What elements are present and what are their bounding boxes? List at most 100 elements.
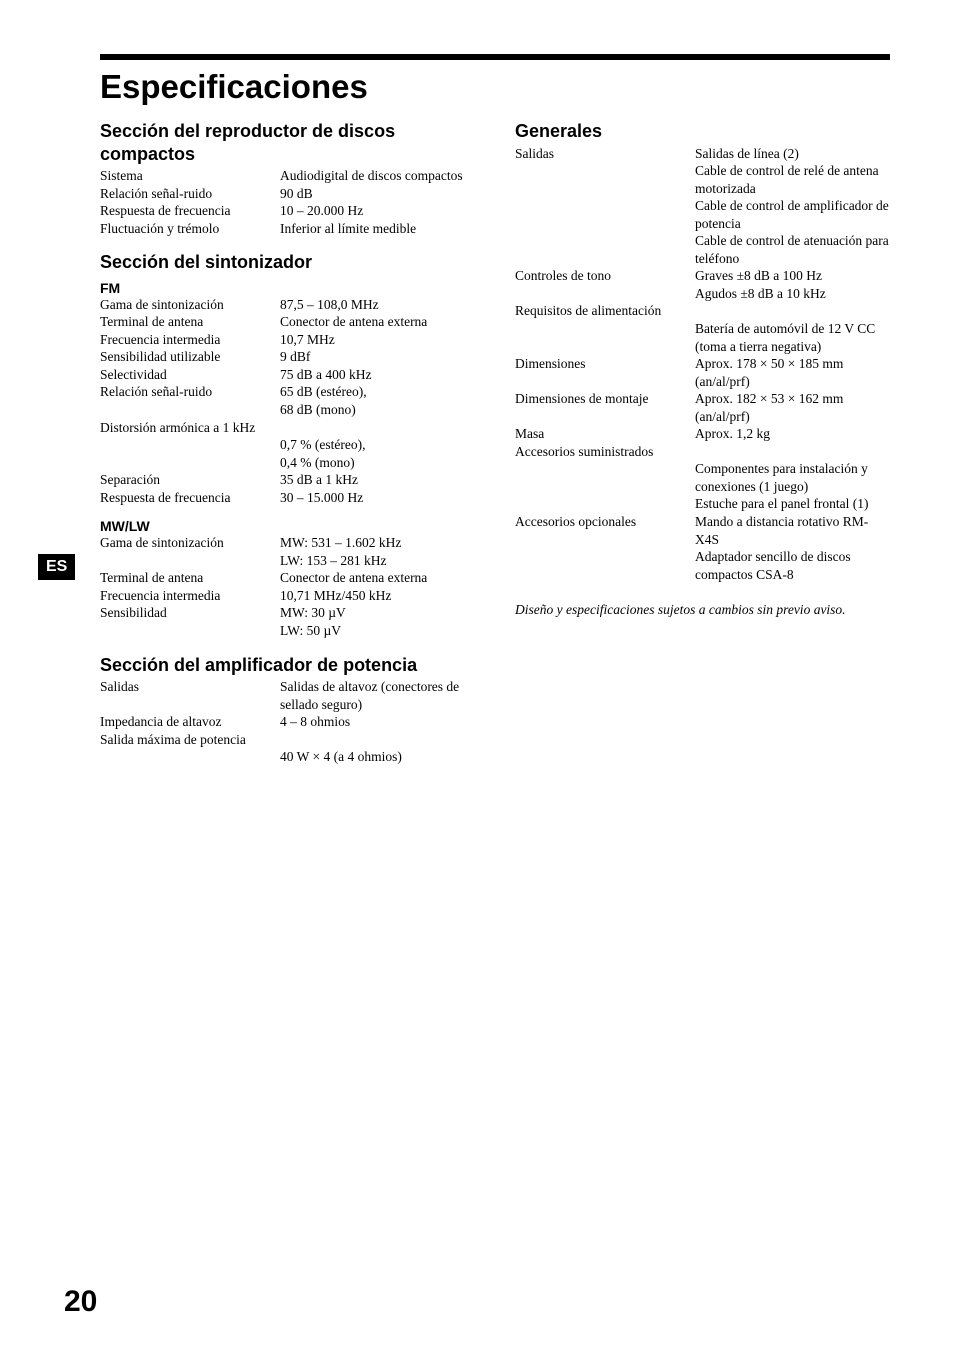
spec-label: Frecuencia intermedia: [100, 331, 280, 349]
spec-label: Terminal de antena: [100, 569, 280, 587]
spec-row: 40 W × 4 (a 4 ohmios): [100, 748, 475, 766]
spec-row: SalidasSalidas de línea (2) Cable de con…: [515, 145, 890, 268]
spec-value: Componentes para instalación y conexione…: [695, 460, 890, 513]
page-title: Especificaciones: [100, 68, 890, 106]
spec-label: [515, 460, 695, 513]
spec-value: 4 – 8 ohmios: [280, 713, 475, 731]
cd-heading: Sección del reproductor de discos compac…: [100, 120, 475, 165]
spec-label: Gama de sintonización: [100, 296, 280, 314]
spec-label: Controles de tono: [515, 267, 695, 302]
spec-label: Respuesta de frecuencia: [100, 202, 280, 220]
spec-row: Controles de tonoGraves ±8 dB a 100 Hz A…: [515, 267, 890, 302]
tuner-section: Sección del sintonizador FM Gama de sint…: [100, 251, 475, 639]
spec-row: Relación señal-ruido90 dB: [100, 185, 475, 203]
spec-row: Selectividad75 dB a 400 kHz: [100, 366, 475, 384]
spec-label: Separación: [100, 471, 280, 489]
spec-label: Frecuencia intermedia: [100, 587, 280, 605]
spec-row: Impedancia de altavoz4 – 8 ohmios: [100, 713, 475, 731]
spec-row: Dimensiones de montajeAprox. 182 × 53 × …: [515, 390, 890, 425]
spec-label: Gama de sintonización: [100, 534, 280, 569]
spec-row: Frecuencia intermedia10,7 MHz: [100, 331, 475, 349]
spec-row: MasaAprox. 1,2 kg: [515, 425, 890, 443]
spec-label: Salidas: [100, 678, 280, 713]
spec-label: [100, 748, 280, 766]
spec-value: Aprox. 182 × 53 × 162 mm (an/al/prf): [695, 390, 890, 425]
spec-label: Salidas: [515, 145, 695, 268]
fm-rows2: 0,7 % (estéreo), 0,4 % (mono)Separación3…: [100, 436, 475, 506]
spec-value: 10 – 20.000 Hz: [280, 202, 475, 220]
spec-value: 75 dB a 400 kHz: [280, 366, 475, 384]
spec-row: Gama de sintonizaciónMW: 531 – 1.602 kHz…: [100, 534, 475, 569]
language-tag: ES: [38, 554, 75, 580]
amp-max-label: Salida máxima de potencia: [100, 731, 475, 749]
spec-value: Audiodigital de discos compactos: [280, 167, 475, 185]
general-heading: Generales: [515, 120, 890, 143]
spec-row: SensibilidadMW: 30 µV LW: 50 µV: [100, 604, 475, 639]
right-column: Generales SalidasSalidas de línea (2) Ca…: [515, 120, 890, 780]
spec-value: Salidas de altavoz (conectores de sellad…: [280, 678, 475, 713]
spec-label: Relación señal-ruido: [100, 185, 280, 203]
content-columns: Sección del reproductor de discos compac…: [100, 120, 890, 780]
fm-dist-label: Distorsión armónica a 1 kHz: [100, 419, 475, 437]
tuner-heading: Sección del sintonizador: [100, 251, 475, 274]
spec-row: Componentes para instalación y conexione…: [515, 460, 890, 513]
spec-row: Frecuencia intermedia10,71 MHz/450 kHz: [100, 587, 475, 605]
spec-row: Fluctuación y trémoloInferior al límite …: [100, 220, 475, 238]
spec-label: Relación señal-ruido: [100, 383, 280, 418]
spec-label: Sistema: [100, 167, 280, 185]
spec-row: Respuesta de frecuencia10 – 20.000 Hz: [100, 202, 475, 220]
spec-value: 10,7 MHz: [280, 331, 475, 349]
spec-label: [515, 320, 695, 355]
spec-value: 65 dB (estéreo), 68 dB (mono): [280, 383, 475, 418]
mwlw-sub: MW/LW: [100, 518, 475, 534]
spec-value: 87,5 – 108,0 MHz: [280, 296, 475, 314]
gen-rows2: Batería de automóvil de 12 V CC (toma a …: [515, 320, 890, 443]
spec-row: Gama de sintonización87,5 – 108,0 MHz: [100, 296, 475, 314]
spec-row: Terminal de antenaConector de antena ext…: [100, 313, 475, 331]
spec-row: 0,7 % (estéreo), 0,4 % (mono): [100, 436, 475, 471]
spec-value: Conector de antena externa: [280, 569, 475, 587]
spec-label: Dimensiones de montaje: [515, 390, 695, 425]
mwlw-rows: Gama de sintonizaciónMW: 531 – 1.602 kHz…: [100, 534, 475, 639]
spec-row: Terminal de antenaConector de antena ext…: [100, 569, 475, 587]
design-note: Diseño y especificaciones sujetos a camb…: [515, 601, 890, 619]
spec-value: 10,71 MHz/450 kHz: [280, 587, 475, 605]
spec-value: Mando a distancia rotativo RM-X4S Adapta…: [695, 513, 890, 583]
spec-value: 40 W × 4 (a 4 ohmios): [280, 748, 475, 766]
spec-row: SistemaAudiodigital de discos compactos: [100, 167, 475, 185]
spec-label: Accesorios opcionales: [515, 513, 695, 583]
gen-acc-label: Accesorios suministrados: [515, 443, 890, 461]
spec-label: Sensibilidad utilizable: [100, 348, 280, 366]
page-number: 20: [64, 1285, 97, 1319]
spec-value: 90 dB: [280, 185, 475, 203]
spec-label: Terminal de antena: [100, 313, 280, 331]
general-section: Generales SalidasSalidas de línea (2) Ca…: [515, 120, 890, 583]
spec-value: Inferior al límite medible: [280, 220, 475, 238]
spec-row: Respuesta de frecuencia30 – 15.000 Hz: [100, 489, 475, 507]
top-rule: [100, 54, 890, 60]
spec-row: SalidasSalidas de altavoz (conectores de…: [100, 678, 475, 713]
spec-value: 9 dBf: [280, 348, 475, 366]
spec-label: Selectividad: [100, 366, 280, 384]
spec-label: Respuesta de frecuencia: [100, 489, 280, 507]
left-column: Sección del reproductor de discos compac…: [100, 120, 475, 780]
spec-label: Fluctuación y trémolo: [100, 220, 280, 238]
spec-label: Masa: [515, 425, 695, 443]
spec-row: Separación35 dB a 1 kHz: [100, 471, 475, 489]
cd-rows: SistemaAudiodigital de discos compactosR…: [100, 167, 475, 237]
spec-value: Conector de antena externa: [280, 313, 475, 331]
spec-row: Batería de automóvil de 12 V CC (toma a …: [515, 320, 890, 355]
spec-row: Sensibilidad utilizable9 dBf: [100, 348, 475, 366]
amp-heading: Sección del amplificador de potencia: [100, 654, 475, 677]
spec-row: Accesorios opcionalesMando a distancia r…: [515, 513, 890, 583]
spec-value: 30 – 15.000 Hz: [280, 489, 475, 507]
spec-value: Aprox. 1,2 kg: [695, 425, 890, 443]
spec-label: Dimensiones: [515, 355, 695, 390]
gen-rows1: SalidasSalidas de línea (2) Cable de con…: [515, 145, 890, 303]
spec-label: Impedancia de altavoz: [100, 713, 280, 731]
spec-value: Batería de automóvil de 12 V CC (toma a …: [695, 320, 890, 355]
spec-value: 35 dB a 1 kHz: [280, 471, 475, 489]
cd-section: Sección del reproductor de discos compac…: [100, 120, 475, 237]
spec-value: Graves ±8 dB a 100 Hz Agudos ±8 dB a 10 …: [695, 267, 890, 302]
gen-rows3: Componentes para instalación y conexione…: [515, 460, 890, 583]
